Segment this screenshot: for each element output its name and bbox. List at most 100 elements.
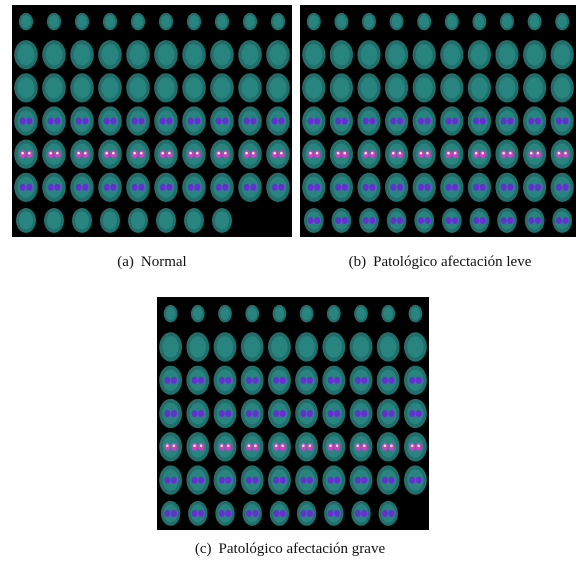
uptake xyxy=(246,477,252,484)
uptake xyxy=(278,184,284,191)
uptake xyxy=(280,477,286,484)
caption-text: Normal xyxy=(141,254,187,270)
uptake xyxy=(416,477,422,484)
brain-core xyxy=(416,44,433,65)
uptake xyxy=(225,477,231,484)
uptake xyxy=(20,118,26,125)
brain-core xyxy=(74,44,91,65)
brain-core xyxy=(306,44,323,65)
uptake xyxy=(171,377,177,384)
uptake xyxy=(507,118,513,125)
uptake xyxy=(104,184,110,191)
uptake xyxy=(280,410,286,417)
uptake xyxy=(252,477,258,484)
uptake xyxy=(480,217,486,224)
uptake-peak xyxy=(371,152,374,155)
brain-core xyxy=(19,211,33,229)
uptake xyxy=(280,510,286,517)
uptake-peak xyxy=(275,444,278,447)
brain-core xyxy=(275,307,285,320)
brain-core xyxy=(407,336,423,357)
brain-core xyxy=(329,307,339,320)
uptake-peak xyxy=(411,444,414,447)
uptake-peak xyxy=(454,152,457,155)
brain-core xyxy=(244,336,260,357)
uptake xyxy=(363,118,369,125)
uptake xyxy=(164,410,170,417)
brain-core xyxy=(161,15,171,28)
uptake xyxy=(300,410,306,417)
brain-core xyxy=(18,77,35,98)
uptake xyxy=(363,217,369,224)
brain-core xyxy=(159,211,173,229)
uptake xyxy=(390,118,396,125)
brain-core xyxy=(333,44,350,65)
uptake xyxy=(26,118,32,125)
uptake xyxy=(501,217,507,224)
uptake xyxy=(397,118,403,125)
brain-core xyxy=(353,336,369,357)
brain-core xyxy=(189,15,199,28)
uptake xyxy=(382,510,388,517)
uptake xyxy=(219,477,225,484)
brain-core xyxy=(47,211,61,229)
uptake xyxy=(307,510,313,517)
uptake xyxy=(425,184,431,191)
uptake xyxy=(418,118,424,125)
uptake-peak xyxy=(220,444,223,447)
uptake xyxy=(416,377,422,384)
uptake xyxy=(273,410,279,417)
brain-core xyxy=(444,77,461,98)
uptake-peak xyxy=(399,152,402,155)
uptake xyxy=(334,377,340,384)
uptake-peak xyxy=(217,152,220,155)
uptake xyxy=(110,184,116,191)
uptake xyxy=(192,477,198,484)
uptake xyxy=(445,217,451,224)
uptake xyxy=(171,477,177,484)
uptake xyxy=(246,377,252,384)
brain-core xyxy=(499,77,516,98)
uptake-peak xyxy=(21,152,24,155)
uptake-peak xyxy=(133,152,136,155)
uptake xyxy=(194,184,200,191)
uptake xyxy=(480,184,486,191)
uptake xyxy=(388,410,394,417)
uptake-peak xyxy=(196,152,199,155)
uptake-peak xyxy=(281,444,284,447)
uptake xyxy=(110,118,116,125)
brain-core xyxy=(499,44,516,65)
uptake xyxy=(397,217,403,224)
uptake xyxy=(216,118,222,125)
uptake xyxy=(342,184,348,191)
uptake-peak xyxy=(363,444,366,447)
brain-core xyxy=(242,77,259,98)
uptake xyxy=(335,217,341,224)
uptake xyxy=(278,118,284,125)
uptake-peak xyxy=(224,152,227,155)
brain-core xyxy=(18,44,35,65)
caption-text: Patológico afectación grave xyxy=(219,541,386,557)
brain-core xyxy=(214,44,231,65)
uptake xyxy=(342,217,348,224)
uptake xyxy=(307,477,313,484)
uptake xyxy=(355,377,361,384)
uptake-peak xyxy=(245,152,248,155)
uptake xyxy=(314,184,320,191)
brain-core xyxy=(46,44,63,65)
uptake xyxy=(307,410,313,417)
brain-core xyxy=(416,77,433,98)
uptake xyxy=(425,118,431,125)
uptake xyxy=(528,118,534,125)
uptake-peak xyxy=(537,152,540,155)
uptake xyxy=(369,184,375,191)
uptake xyxy=(409,477,415,484)
caption: (b)Patológico afectación leve xyxy=(300,254,580,271)
uptake xyxy=(314,118,320,125)
uptake xyxy=(418,217,424,224)
uptake xyxy=(192,410,198,417)
uptake-peak xyxy=(252,152,255,155)
brain-core xyxy=(419,15,429,28)
uptake-peak xyxy=(105,152,108,155)
brain-core xyxy=(302,307,312,320)
